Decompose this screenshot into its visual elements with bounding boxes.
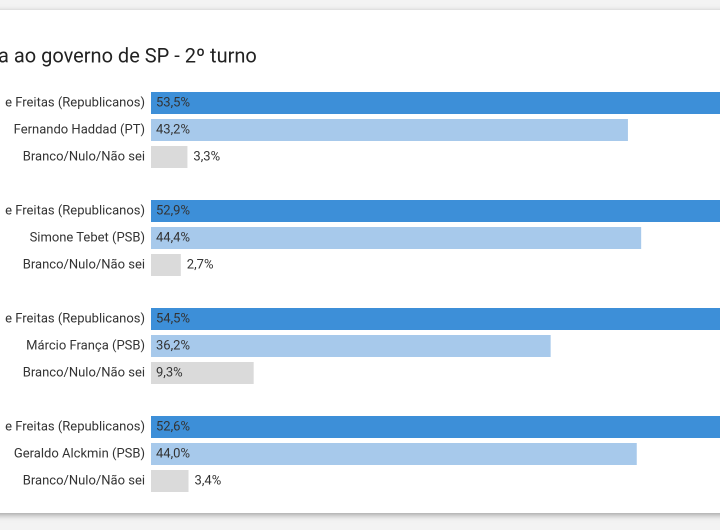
value-label: 3,4% [195, 473, 222, 488]
bar [151, 443, 637, 465]
bar [151, 254, 181, 276]
bar [151, 146, 188, 168]
category-label: e Freitas (Republicanos) [5, 95, 145, 110]
bar [151, 470, 189, 492]
value-label: 3,3% [193, 149, 220, 164]
chart-title: a ao governo de SP - 2º turno [0, 43, 257, 67]
value-label: 36,2% [156, 338, 190, 353]
bar [151, 227, 642, 249]
category-label: Branco/Nulo/Não sei [23, 473, 145, 488]
value-label: 43,2% [156, 122, 190, 137]
category-label: e Freitas (Republicanos) [5, 203, 145, 218]
value-label: 52,9% [156, 203, 190, 218]
category-label: Branco/Nulo/Não sei [23, 365, 145, 380]
bar [151, 416, 720, 438]
value-label: 52,6% [156, 419, 190, 434]
category-label: Geraldo Alckmin (PSB) [14, 446, 145, 461]
category-label: Branco/Nulo/Não sei [23, 257, 145, 272]
category-label: e Freitas (Republicanos) [5, 419, 145, 434]
value-label: 54,5% [156, 311, 190, 326]
bar [151, 200, 720, 222]
bar [151, 119, 628, 141]
category-label: Fernando Haddad (PT) [14, 122, 145, 137]
value-label: 9,3% [156, 365, 183, 380]
value-label: 53,5% [156, 95, 190, 110]
category-label: e Freitas (Republicanos) [5, 311, 145, 326]
bar [151, 335, 551, 357]
value-label: 44,4% [156, 230, 190, 245]
category-label: Branco/Nulo/Não sei [23, 149, 145, 164]
bar [151, 362, 254, 384]
value-label: 44,0% [156, 446, 190, 461]
value-label: 2,7% [187, 257, 214, 272]
category-label: Márcio França (PSB) [26, 338, 145, 353]
bar [151, 92, 720, 114]
category-label: Simone Tebet (PSB) [30, 230, 145, 245]
bar [151, 308, 720, 330]
